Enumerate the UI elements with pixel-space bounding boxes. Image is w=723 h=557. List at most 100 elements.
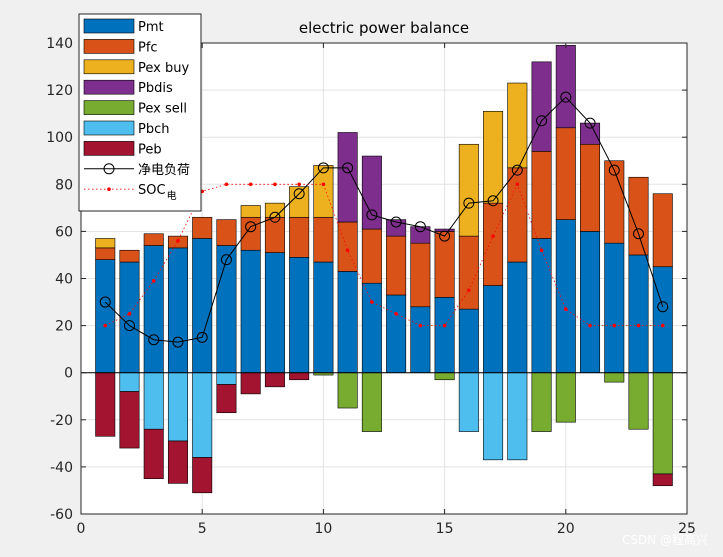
point-soc — [612, 323, 617, 328]
bar-pex-buy — [240, 205, 261, 218]
bar-pmt — [507, 261, 528, 374]
bar-pex-sell — [628, 372, 649, 430]
bar-pmt — [410, 306, 431, 374]
bar-pex-buy — [289, 186, 310, 218]
point-soc — [539, 248, 544, 253]
ticks: -60 -40 -20 0 20 40 60 80 100 120 140 0 5 10 15 20 25 — [46, 36, 696, 537]
bar-pbch — [192, 372, 213, 458]
bar-pbch — [216, 372, 237, 385]
legend-swatch — [83, 79, 135, 95]
point-soc — [515, 182, 520, 187]
legend-label: SOC — [138, 183, 166, 198]
bar-pmt — [313, 261, 334, 374]
point-net-load — [657, 301, 669, 313]
point-soc — [273, 182, 277, 187]
bar-pfc — [555, 127, 576, 220]
legend-swatch — [83, 120, 135, 136]
point-soc — [418, 323, 423, 328]
bar-peb — [240, 372, 261, 395]
bar-pmt — [386, 294, 407, 373]
point-soc — [248, 182, 253, 187]
bar-pfc — [507, 167, 528, 263]
legend-label: Peb — [138, 142, 162, 157]
bar-pfc — [652, 193, 673, 268]
point-net-load — [269, 211, 281, 223]
legend-label: Pex sell — [138, 102, 187, 117]
bar-pfc — [337, 221, 358, 272]
point-net-load — [439, 230, 451, 242]
point-soc — [370, 300, 374, 304]
bar-pbdis — [555, 45, 576, 129]
bar-pmt — [531, 238, 552, 373]
legend-label: Pmt — [138, 20, 164, 35]
bar-pex-buy — [507, 82, 528, 169]
y-tick-label: 20 — [55, 319, 73, 335]
y-tick-label: 80 — [55, 177, 73, 193]
bar-pbdis — [580, 122, 601, 145]
bar-pex-buy — [313, 165, 334, 218]
point-soc — [103, 323, 108, 328]
legend-label-subscript: 电 — [167, 189, 177, 202]
bar-pfc — [216, 219, 237, 246]
bar-pfc — [458, 235, 479, 310]
bar-pex-buy — [95, 238, 116, 249]
point-soc — [321, 182, 326, 187]
point-net-load — [317, 162, 329, 174]
bar-pmt — [483, 285, 504, 374]
point-net-load — [196, 331, 208, 343]
bar-pex-sell — [652, 372, 673, 475]
legend-label: Pex buy — [138, 61, 189, 76]
bar-pmt — [143, 245, 164, 373]
bar-pmt — [119, 261, 140, 374]
chart-title: electric power balance — [299, 19, 469, 37]
point-soc — [176, 239, 180, 243]
bar-pex-buy — [483, 110, 504, 204]
point-net-load — [245, 221, 257, 233]
legend-swatch — [83, 100, 135, 115]
point-soc — [224, 182, 229, 187]
bar-pmt — [580, 231, 601, 373]
y-tick-label: 40 — [55, 272, 73, 288]
bar-pbch — [507, 372, 528, 461]
point-net-load — [220, 254, 232, 266]
point-soc — [588, 323, 592, 328]
point-net-load — [536, 115, 548, 127]
bar-pmt — [192, 238, 213, 373]
bar-pfc — [531, 151, 552, 239]
x-tick-label: 20 — [557, 521, 575, 537]
point-soc — [127, 312, 132, 316]
point-net-load — [172, 336, 184, 348]
legend-label: Pbch — [138, 122, 169, 137]
bar-pfc — [192, 216, 213, 239]
bar-pbch — [143, 372, 164, 430]
bar-pmt — [337, 271, 358, 373]
point-net-load — [390, 216, 402, 228]
bar-pfc — [119, 249, 140, 263]
watermark: CSDN @程高兴 — [622, 532, 708, 547]
bar-pfc — [386, 235, 407, 296]
legend-label: Pbdis — [138, 81, 173, 96]
bars — [95, 45, 673, 494]
point-net-load — [148, 334, 160, 346]
y-tick-label: 100 — [46, 130, 73, 146]
bar-pex-sell — [337, 372, 358, 409]
bar-peb — [289, 372, 310, 381]
point-net-load — [99, 296, 111, 308]
bar-pmt — [555, 219, 576, 373]
point-net-load — [487, 195, 499, 207]
bar-pmt — [240, 249, 261, 374]
x-tick-label: 25 — [678, 521, 696, 537]
point-soc — [442, 323, 447, 328]
y-tick-label: -20 — [50, 413, 73, 429]
y-tick-label: 60 — [55, 224, 73, 240]
bar-peb — [143, 428, 164, 479]
bar-peb — [192, 457, 213, 494]
bar-pfc — [143, 233, 164, 246]
bar-pfc — [95, 247, 116, 260]
point-soc — [394, 312, 398, 316]
bar-pbdis — [361, 155, 382, 230]
y-tick-label: 140 — [46, 36, 73, 52]
line-net-load — [104, 96, 664, 343]
point-net-load — [560, 91, 572, 103]
bar-pfc — [361, 228, 382, 284]
